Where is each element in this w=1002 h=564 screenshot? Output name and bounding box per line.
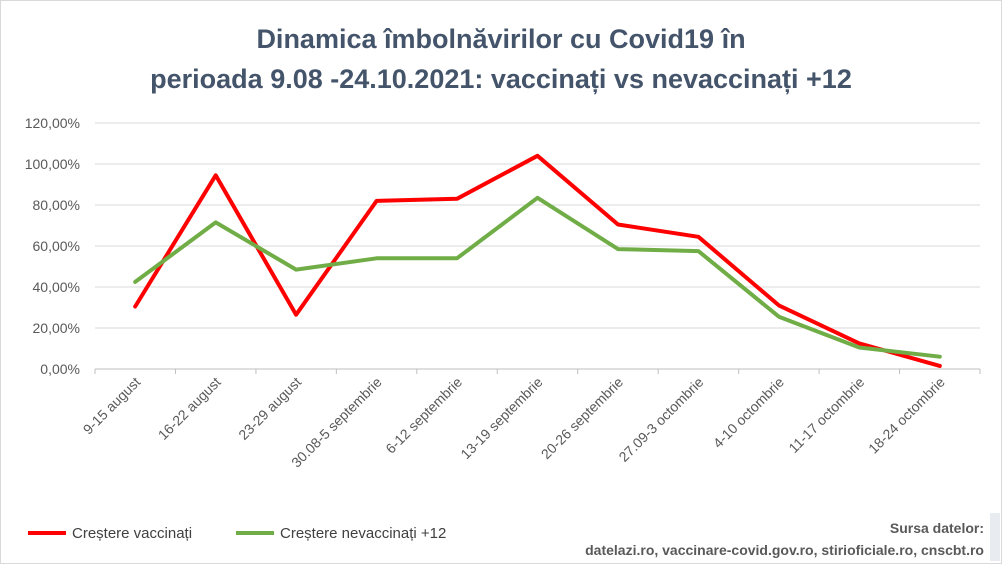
y-tick-label: 0,00% xyxy=(40,361,80,377)
chart-title-line-1: Dinamica îmbolnăvirilor cu Covid19 în xyxy=(256,24,746,54)
y-tick-label: 120,00% xyxy=(25,115,80,131)
x-tick-label: 11-17 octombrie xyxy=(785,374,867,456)
x-tick-label: 13-19 septembrie xyxy=(457,374,546,463)
line-chart: 0,00% 20,00% 40,00% 60,00% 80,00% 100,00% 120,… xyxy=(25,115,981,471)
x-tick-label: 30.08-5 septembrie xyxy=(288,374,385,471)
series-line-vaccinated xyxy=(133,153,942,368)
x-tick-label: 4-10 octombrie xyxy=(710,374,787,451)
y-tick-label: 80,00% xyxy=(33,197,80,213)
y-tick-label: 20,00% xyxy=(33,320,80,336)
x-tick-label: 23-29 august xyxy=(235,374,304,443)
legend-swatch-vaccinated xyxy=(28,531,66,535)
x-tick-label: 27.09-3 octombrie xyxy=(615,374,706,465)
x-tick-label: 20-26 septembrie xyxy=(538,374,627,463)
legend-label-vaccinated: Creștere vaccinați xyxy=(72,524,193,542)
legend-item-vaccinated: Creștere vaccinați xyxy=(28,522,192,544)
legend-swatch-unvaccinated xyxy=(236,531,274,535)
series-line-unvaccinated xyxy=(133,195,942,359)
legend-item-unvaccinated: Creștere nevaccinați +12 xyxy=(236,522,446,544)
y-tick-label: 40,00% xyxy=(33,279,80,295)
scrollbar-stub[interactable] xyxy=(990,513,1000,561)
chart-title-line-2: perioada 9.08 -24.10.2021: vaccinați vs … xyxy=(150,64,852,94)
y-tick-label: 60,00% xyxy=(33,238,80,254)
x-tick-label: 16-22 august xyxy=(155,374,224,443)
legend-label-unvaccinated: Creștere nevaccinați +12 xyxy=(280,524,447,542)
x-tick-label: 6-12 septembrie xyxy=(382,374,465,457)
source-text: datelazi.ro, vaccinare-covid.gov.ro, sti… xyxy=(585,542,984,558)
x-tick-label: 18-24 octombrie xyxy=(865,374,948,457)
source-label: Sursa datelor: xyxy=(889,520,984,536)
y-tick-label: 100,00% xyxy=(25,156,80,172)
x-tick-label: 9-15 august xyxy=(80,374,144,438)
